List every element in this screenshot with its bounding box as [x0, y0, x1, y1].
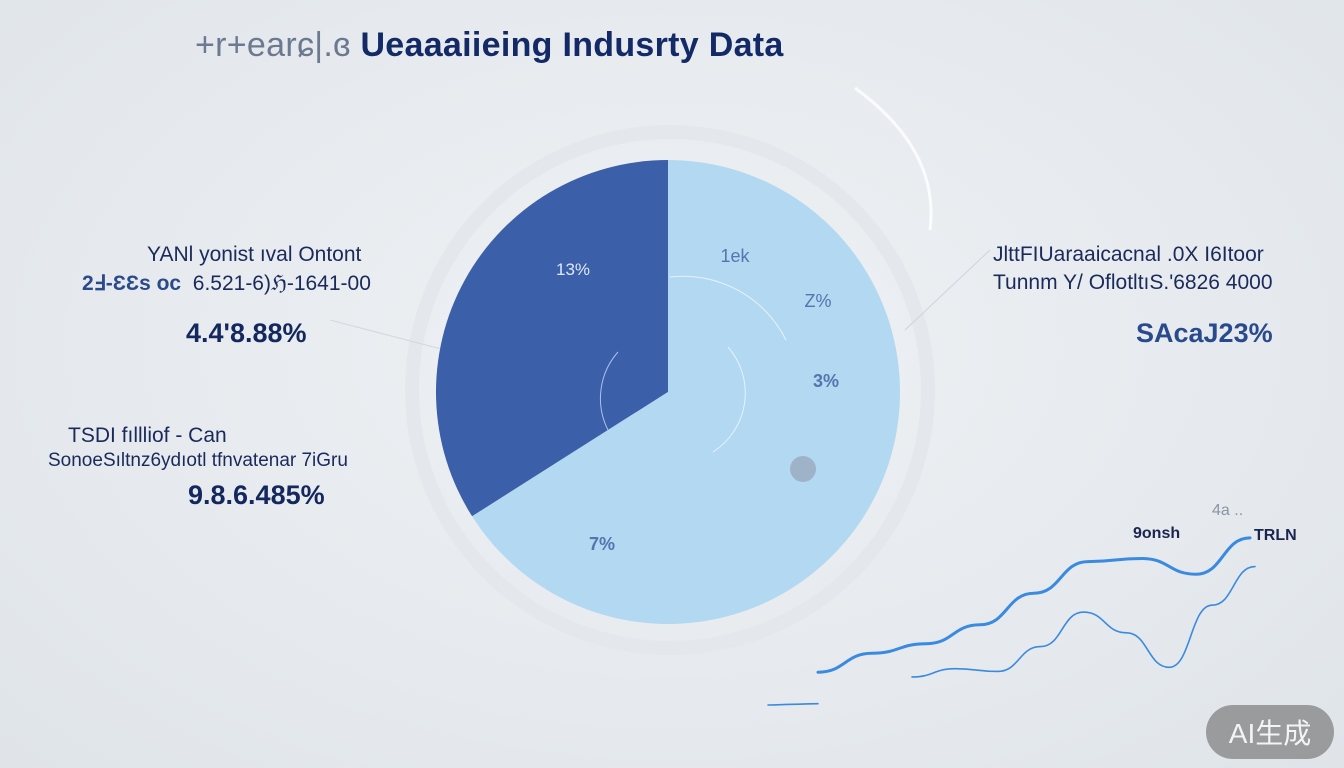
- slice-label: Z%: [805, 291, 832, 311]
- left-bottom-line1: TSDI fıllliof - Can: [68, 424, 227, 447]
- pie-slice: [436, 160, 668, 517]
- ai-generated-badge: AI生成: [1206, 705, 1334, 759]
- leader-line: [329, 319, 446, 351]
- left-bottom-value: 9.8.6.485%: [188, 480, 325, 510]
- slice-label: 3%: [813, 371, 839, 391]
- leader-line: [904, 249, 991, 331]
- left-bottom-line2: SonoeSıltnz6ydıotl tfnvatenar 7iGru: [48, 450, 348, 471]
- slice-label: 13%: [556, 260, 590, 279]
- decoration: [329, 86, 991, 655]
- inner-arc: [712, 346, 746, 453]
- trend-line-secondary: [911, 565, 1256, 678]
- left-top-value: 4.4'8.88%: [186, 318, 307, 348]
- slice-label: 1ek: [720, 246, 750, 266]
- chart-title: +r+earɕ|.ɞ Ueaaaiieing Indusrty Data: [195, 26, 784, 64]
- arc-decor: [854, 86, 933, 231]
- trend-label-3: TRLN: [1254, 527, 1297, 544]
- pie-halo: [405, 125, 935, 655]
- pie-slice: [472, 160, 900, 625]
- inner-arc: [599, 351, 619, 431]
- left-top-line1: YANl yonist ıval Ontont: [147, 243, 362, 266]
- pie-dot: [790, 456, 816, 482]
- trend-line-base: [767, 702, 819, 706]
- slice-label: 7%: [589, 534, 615, 554]
- trend-line-main: [816, 536, 1252, 674]
- inner-arc: [669, 275, 787, 341]
- trend-lines: [767, 536, 1256, 706]
- left-top-line2: 2Ⅎ-ƐƐs oc 6.521-6)ℌ-1641-00: [82, 272, 371, 295]
- right-top-line1: JlttFIUaraaicacnal .0X I6Itoor: [993, 243, 1264, 266]
- trend-label-1: 9onsh: [1133, 525, 1181, 542]
- pie-chart: 13% 1ek Z% 3% 7%: [436, 160, 900, 625]
- trend-label-2: 4a ..: [1212, 502, 1244, 519]
- right-top-line2: Tunnm Y/ OflotltıS.'6826 4000: [993, 271, 1273, 294]
- right-top-value: SAcaJ23%: [1136, 318, 1273, 348]
